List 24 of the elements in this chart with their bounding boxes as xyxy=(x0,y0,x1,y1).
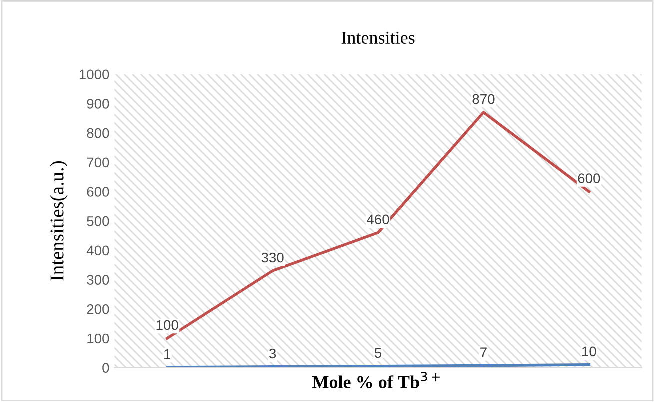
y-tick-label: 700 xyxy=(87,158,110,168)
y-tick-label: 800 xyxy=(87,128,110,138)
y-tick-label: 400 xyxy=(86,246,110,256)
data-label: 5 xyxy=(374,348,382,358)
x-axis-title: Mole % of Tb$^{3+}$ xyxy=(312,372,440,389)
data-label: 100 xyxy=(156,320,178,330)
data-label: 460 xyxy=(366,214,390,225)
data-label: 10 xyxy=(582,346,596,357)
y-tick-label: 200 xyxy=(87,304,110,314)
y-axis-title: Intensities(a.u.) xyxy=(50,161,68,281)
data-label: 330 xyxy=(262,252,284,263)
y-tick-label: 600 xyxy=(87,187,110,197)
chart-title: Intensities xyxy=(342,32,415,44)
data-label: 1 xyxy=(164,350,171,360)
y-tick-label: 300 xyxy=(87,275,110,285)
y-tick-label: 500 xyxy=(87,216,110,226)
y-tick-label: 100 xyxy=(88,334,110,344)
data-label: 600 xyxy=(578,174,600,184)
data-label: 3 xyxy=(269,348,276,359)
y-tick-label: 900 xyxy=(87,99,110,109)
y-tick-label: 0 xyxy=(102,363,110,373)
y-tick-label: 1000 xyxy=(80,70,110,80)
data-label: 870 xyxy=(472,94,495,104)
data-label: 7 xyxy=(480,348,487,358)
